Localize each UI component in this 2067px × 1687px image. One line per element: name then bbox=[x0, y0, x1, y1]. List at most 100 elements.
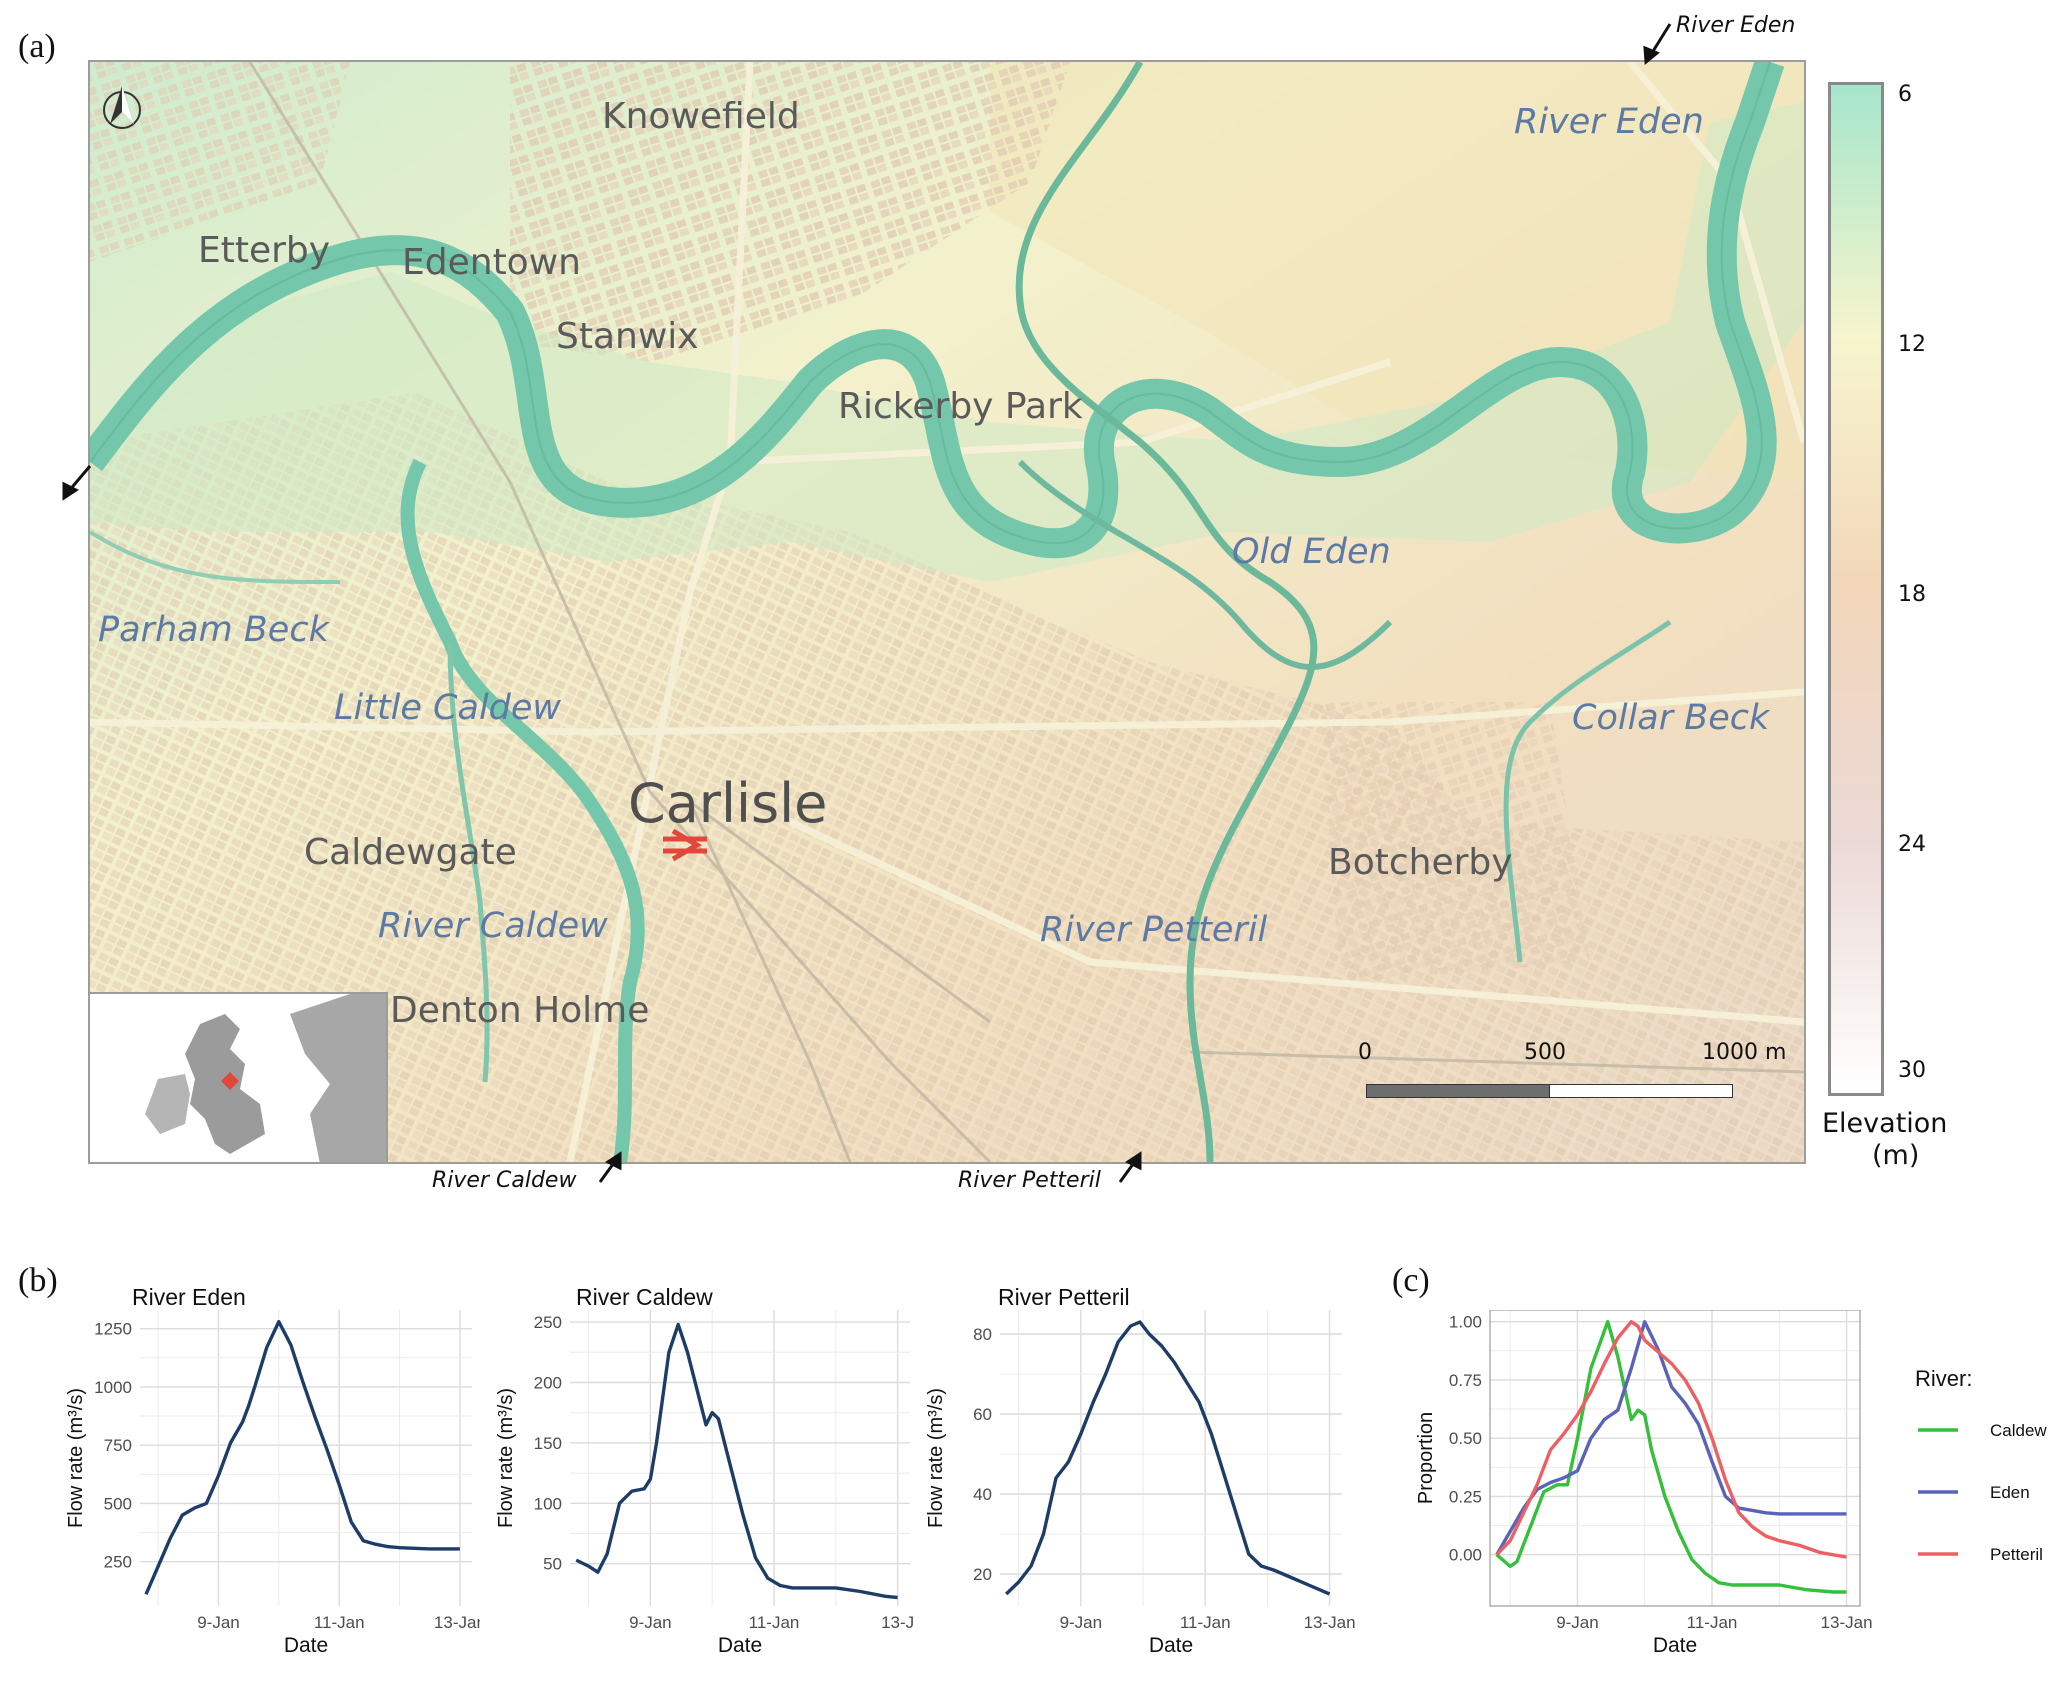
arrow-label-river-eden: River Eden bbox=[1676, 13, 1796, 38]
europe-shape bbox=[290, 994, 386, 1162]
plot-frame bbox=[1489, 1310, 1861, 1607]
flow-line bbox=[144, 1320, 460, 1595]
place-label-knowefield: Knowefield bbox=[602, 96, 800, 137]
y-tick-label: 1.00 bbox=[1449, 1313, 1482, 1332]
x-tick-label: 13-Jan bbox=[1821, 1613, 1873, 1632]
water-label-river-caldew: River Caldew bbox=[378, 906, 608, 946]
place-label-stanwix: Stanwix bbox=[556, 316, 699, 357]
series-line-petteril bbox=[1495, 1320, 1847, 1559]
urban-area-northwest bbox=[90, 62, 350, 262]
chart-title-caldew: River Caldew bbox=[576, 1284, 713, 1310]
y-tick-label: 1000 bbox=[94, 1378, 132, 1397]
elevation-tick: 18 bbox=[1898, 582, 1926, 607]
legend-label-eden: Eden bbox=[1990, 1483, 2030, 1502]
y-tick-label: 100 bbox=[534, 1494, 562, 1513]
x-tick-label: 9-Jan bbox=[1556, 1613, 1599, 1632]
y-tick-label: 0.50 bbox=[1449, 1429, 1482, 1448]
place-label-caldewgate: Caldewgate bbox=[304, 832, 517, 873]
y-tick-label: 250 bbox=[104, 1553, 132, 1572]
y-tick-label: 150 bbox=[534, 1434, 562, 1453]
chart-river-eden: 250 500 750 1000 1250 9-Jan 11-Jan 13-Jan Date Fl… bbox=[65, 1310, 480, 1657]
elevation-tick: 6 bbox=[1898, 82, 1912, 107]
water-label-parham-beck: Parham Beck bbox=[98, 610, 329, 650]
little-caldew bbox=[447, 641, 490, 1083]
water-label-river-eden: River Eden bbox=[1514, 102, 1704, 142]
y-tick-label: 60 bbox=[973, 1405, 992, 1424]
scale-bar-light bbox=[1549, 1084, 1733, 1098]
arrow-label-river-petteril: River Petteril bbox=[958, 1168, 1101, 1193]
x-tick-label: 13-Jan bbox=[1304, 1613, 1356, 1632]
scale-label-1000: 1000 m bbox=[1702, 1040, 1787, 1065]
y-axis-label: Flow rate (m³/s) bbox=[925, 1388, 947, 1528]
panel-b-label: (b) bbox=[18, 1262, 58, 1299]
place-label-botcherby: Botcherby bbox=[1328, 842, 1513, 883]
water-label-river-petteril: River Petteril bbox=[1040, 910, 1268, 950]
legend-label-caldew: Caldew bbox=[1990, 1421, 2047, 1440]
y-axis-label: Flow rate (m³/s) bbox=[495, 1388, 517, 1528]
x-axis-label: Date bbox=[1149, 1634, 1193, 1657]
x-tick-label: 9-Jan bbox=[629, 1613, 672, 1632]
elevation-tick: 24 bbox=[1898, 832, 1926, 857]
river-caldew bbox=[400, 458, 645, 1162]
north-arrow-icon bbox=[103, 86, 141, 129]
place-label-etterby: Etterby bbox=[198, 230, 331, 271]
inset-locator-map bbox=[90, 992, 388, 1162]
map-canvas bbox=[90, 62, 1804, 1162]
flow-line bbox=[1005, 1320, 1331, 1596]
y-tick-label: 750 bbox=[104, 1436, 132, 1455]
collar-beck bbox=[1503, 619, 1672, 963]
x-axis-label: Date bbox=[284, 1634, 328, 1657]
series-line-eden bbox=[1495, 1320, 1847, 1556]
x-tick-label: 11-Jan bbox=[749, 1613, 800, 1632]
elevation-colorbar bbox=[1828, 82, 1884, 1096]
elevation-legend-title: Elevation bbox=[1822, 1108, 1948, 1139]
y-tick-label: 500 bbox=[104, 1494, 132, 1513]
water-label-old-eden: Old Eden bbox=[1232, 532, 1391, 572]
chart-river-petteril: 20 40 60 80 9-Jan 11-Jan 13-Jan Date Flow rate (… bbox=[925, 1310, 1356, 1657]
railways bbox=[248, 62, 1804, 1162]
chart-proportion: 0.00 0.25 0.50 0.75 1.00 9-Jan 11-Jan 13-Jan Dat… bbox=[1415, 1310, 2047, 1657]
panel-a-label: (a) bbox=[18, 28, 56, 65]
x-axis-label: Date bbox=[718, 1634, 762, 1657]
y-tick-label: 0.25 bbox=[1449, 1487, 1482, 1506]
elevation-tick: 30 bbox=[1898, 1058, 1926, 1083]
y-axis-label: Flow rate (m³/s) bbox=[65, 1388, 87, 1528]
scale-label-500: 500 bbox=[1524, 1040, 1566, 1065]
y-axis-label: Proportion bbox=[1415, 1412, 1437, 1504]
x-tick-label: 11-Jan bbox=[1687, 1613, 1738, 1632]
x-tick-label: 9-Jan bbox=[1060, 1613, 1103, 1632]
old-eden bbox=[1017, 459, 1393, 670]
x-axis-label: Date bbox=[1653, 1634, 1697, 1657]
arrow-label-river-caldew: River Caldew bbox=[432, 1168, 577, 1193]
flow-line bbox=[575, 1322, 898, 1600]
place-label-carlisle: Carlisle bbox=[628, 772, 828, 835]
x-tick-label: 11-Jan bbox=[314, 1613, 365, 1632]
y-tick-label: 1250 bbox=[94, 1320, 132, 1339]
urban-area-botcherby bbox=[1320, 702, 1590, 982]
scale-bar-dark bbox=[1366, 1084, 1550, 1098]
chart-title-eden: River Eden bbox=[132, 1284, 246, 1310]
legend-label-petteril: Petteril bbox=[1990, 1545, 2043, 1564]
place-label-edentown: Edentown bbox=[402, 242, 581, 283]
x-tick-label: 11-Jan bbox=[1180, 1613, 1231, 1632]
x-tick-label: 9-Jan bbox=[197, 1613, 240, 1632]
map-frame[interactable]: Knowefield Etterby Edentown Stanwix Rick… bbox=[88, 60, 1806, 1164]
y-tick-label: 40 bbox=[973, 1485, 992, 1504]
series-line-caldew bbox=[1495, 1320, 1847, 1594]
water-label-little-caldew: Little Caldew bbox=[334, 688, 562, 728]
scale-label-0: 0 bbox=[1358, 1040, 1372, 1065]
y-tick-label: 200 bbox=[534, 1373, 562, 1392]
elevation-legend-unit: (m) bbox=[1872, 1140, 1920, 1171]
place-label-rickerby-park: Rickerby Park bbox=[838, 386, 1083, 427]
legend-title: River: bbox=[1915, 1366, 1972, 1391]
x-tick-label: 13-J bbox=[881, 1613, 914, 1632]
y-tick-label: 0.00 bbox=[1449, 1546, 1482, 1565]
y-tick-label: 50 bbox=[543, 1555, 562, 1574]
panel-c-label: (c) bbox=[1392, 1262, 1430, 1299]
y-tick-label: 20 bbox=[973, 1565, 992, 1584]
y-tick-label: 0.75 bbox=[1449, 1371, 1482, 1390]
location-marker-icon bbox=[221, 1072, 239, 1090]
chart-title-petteril: River Petteril bbox=[998, 1284, 1130, 1310]
chart-river-caldew: 50 100 150 200 250 9-Jan 11-Jan 13-J Date Flow ra… bbox=[495, 1310, 914, 1657]
railway-station-icon bbox=[663, 828, 707, 862]
